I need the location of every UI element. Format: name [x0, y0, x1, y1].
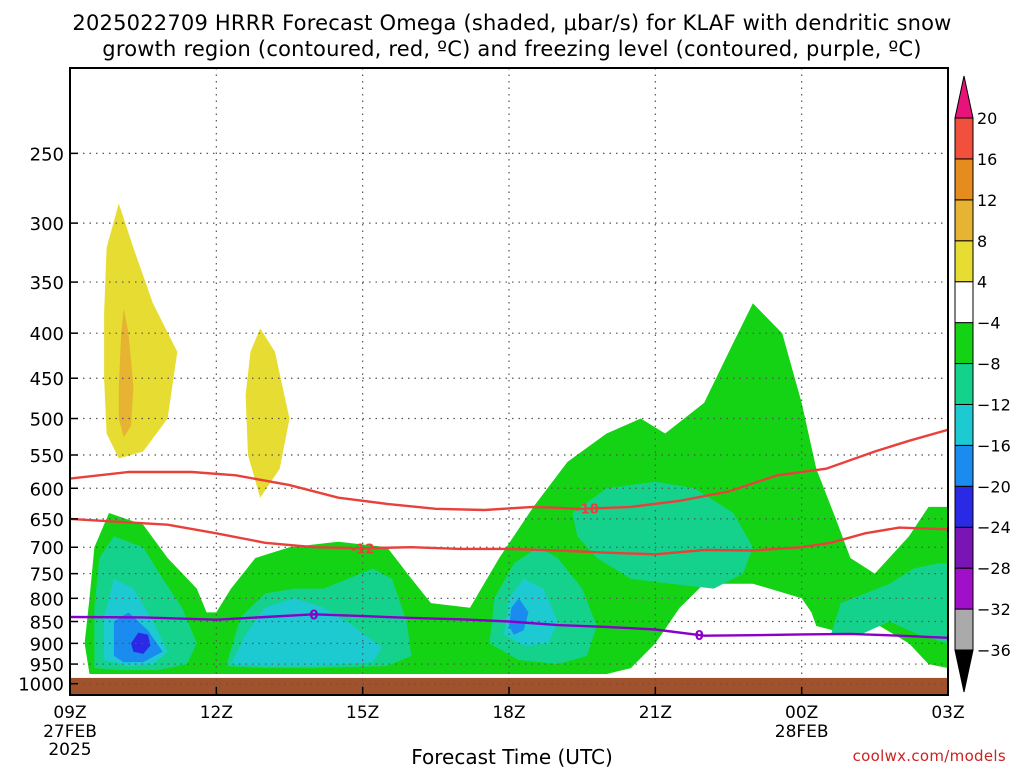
chart-title-line1: 2025022709 HRRR Forecast Omega (shaded, … [72, 11, 952, 35]
pressure-axis: 2503003504004505005506006507007508008509… [18, 144, 78, 696]
x-tick-label-12Z: 12Z [200, 703, 233, 723]
contour-label-2-0: 0 [309, 608, 318, 623]
y-tick-label-950: 950 [30, 655, 64, 676]
omega-region-5 [830, 563, 948, 644]
colorbar-over-arrow [954, 75, 974, 119]
x-tick-year-09Z: 2025 [48, 740, 91, 760]
colorbar-segment-6 [954, 363, 974, 405]
colorbar-segment-5 [954, 403, 974, 446]
y-tick-label-450: 450 [30, 369, 64, 390]
colorbar-segment-0 [954, 608, 974, 651]
omega-region-0 [84, 303, 948, 674]
x-tick-label-09Z: 09Z [53, 703, 86, 723]
x-tick-label-18Z: 18Z [492, 703, 525, 723]
y-tick-label-400: 400 [30, 324, 64, 345]
y-tick-label-250: 250 [30, 144, 64, 165]
y-tick-label-850: 850 [30, 613, 64, 634]
contour-label-0-0: -18 [575, 503, 599, 518]
contour-line-1 [70, 517, 948, 556]
colorbar-label-7: −8 [977, 355, 1001, 374]
y-tick-label-750: 750 [30, 565, 64, 586]
x-tick-label-21Z: 21Z [639, 703, 672, 723]
shaded-omega-regions [84, 203, 948, 674]
y-tick-label-1000: 1000 [18, 675, 64, 696]
y-tick-label-700: 700 [30, 538, 64, 559]
omega-region-14 [118, 308, 134, 438]
contour-line-0 [70, 428, 948, 512]
colorbar-segment-10 [954, 199, 974, 242]
colorbar-label-1: −32 [977, 600, 1011, 619]
colorbar-label-11: 12 [977, 191, 997, 210]
colorbar-segment-3 [954, 485, 974, 528]
colorbar-label-6: −12 [977, 395, 1011, 414]
omega-region-7 [231, 598, 383, 667]
colorbar-segment-11 [954, 158, 974, 201]
colorbar-label-0: −36 [977, 641, 1011, 660]
contour-lines: -18 -12 0 0 [70, 428, 948, 644]
colorbar-segment-4 [954, 444, 974, 487]
colorbar-segment-8 [954, 281, 974, 324]
colorbar-segment-1 [954, 567, 974, 610]
y-tick-label-300: 300 [30, 214, 64, 235]
colorbar-label-3: −24 [977, 518, 1011, 537]
colorbar-label-5: −16 [977, 436, 1011, 455]
colorbar-segment-7 [954, 322, 974, 365]
x-tick-label-00Z: 00Z [785, 703, 818, 723]
credit-link[interactable]: coolwx.com/models [852, 747, 1006, 765]
colorbar-label-8: −4 [977, 314, 1001, 333]
x-tick-sublabel-09Z: 27FEB [43, 722, 97, 742]
colorbar-under-arrow [954, 649, 974, 693]
colorbar-segment-12 [954, 117, 974, 160]
contour-label-1-0: -12 [351, 542, 375, 557]
omega-region-13 [245, 328, 290, 498]
y-tick-label-900: 900 [30, 634, 64, 655]
colorbar-label-12: 16 [977, 150, 997, 169]
omega-region-12 [104, 203, 178, 459]
y-tick-label-650: 650 [30, 510, 64, 531]
chart-title-line2: growth region (contoured, red, ºC) and f… [102, 37, 922, 61]
colorbar-label-2: −28 [977, 559, 1011, 578]
colorbar-segment-2 [954, 526, 974, 569]
x-tick-label-15Z: 15Z [346, 703, 379, 723]
colorbar: −36 −32 −28 −24 −20 −16 −12 −8 −4 4 8 12 16 20 [954, 75, 1011, 693]
y-tick-label-500: 500 [30, 410, 64, 431]
colorbar-segment-9 [954, 240, 974, 283]
omega-region-10 [509, 598, 529, 635]
x-tick-label-03Z: 03Z [931, 703, 964, 723]
y-tick-label-550: 550 [30, 446, 64, 467]
contour-label-2-1: 0 [695, 629, 704, 644]
x-axis-label: Forecast Time (UTC) [411, 745, 613, 769]
colorbar-label-9: 4 [977, 273, 987, 292]
colorbar-label-13: 20 [977, 109, 997, 128]
colorbar-label-10: 8 [977, 232, 987, 251]
contour-line-2 [70, 613, 948, 639]
colorbar-label-4: −20 [977, 477, 1011, 496]
omega-region-11 [131, 632, 151, 654]
x-tick-sublabel-00Z: 28FEB [775, 722, 829, 742]
y-tick-label-600: 600 [30, 479, 64, 500]
y-tick-label-800: 800 [30, 589, 64, 610]
y-tick-label-350: 350 [30, 273, 64, 294]
